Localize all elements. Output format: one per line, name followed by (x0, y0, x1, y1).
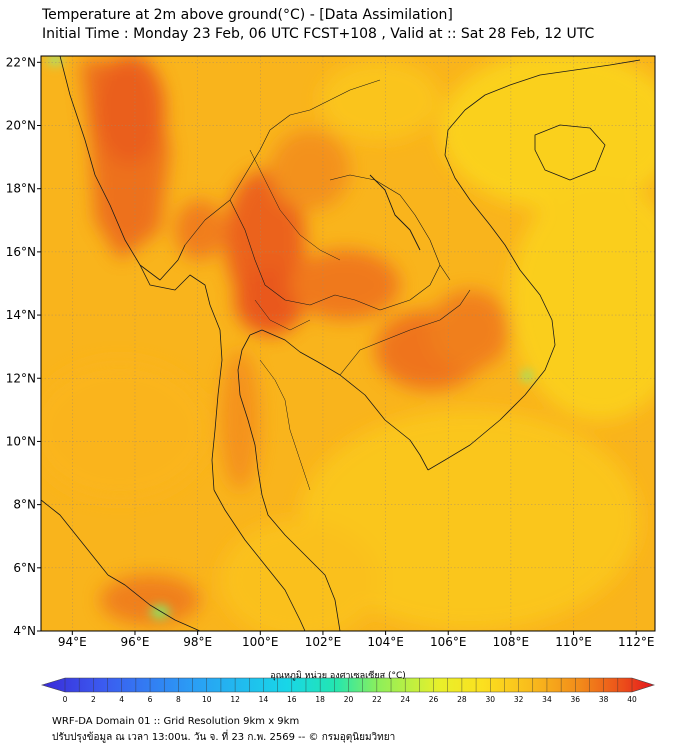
colorbar-tick-label: 32 (514, 695, 524, 704)
plot-frame (40, 55, 656, 632)
colorbar-tick-label: 12 (230, 695, 240, 704)
lat-label: 20°N (6, 119, 36, 133)
lat-label: 14°N (6, 308, 36, 322)
colorbar-tick-label: 6 (148, 695, 153, 704)
colorbar-tick-label: 0 (63, 695, 68, 704)
lon-label: 106°E (430, 635, 467, 649)
colorbar-tick-label: 10 (202, 695, 212, 704)
lon-label: 108°E (493, 635, 530, 649)
colorbar-tick-label: 40 (627, 695, 637, 704)
footer-credit: ปรับปรุงข้อมูล ณ เวลา 13:00น. วัน จ. ที่… (52, 732, 396, 743)
colorbar-labels: 0 2 4 6 8 10 12 14 16 18 20 22 24 26 28 30 32 34 36 38 40 (63, 695, 637, 704)
lon-label: 110°E (555, 635, 592, 649)
colorbar-tick-label: 38 (599, 695, 609, 704)
colorbar-tick-label: 36 (571, 695, 581, 704)
colorbar-tick-label: 18 (315, 695, 325, 704)
latitude-labels: 22°N 20°N 18°N 16°N 14°N 12°N 10°N 8°N 6°N 4°N (6, 55, 41, 638)
lat-label: 18°N (6, 182, 36, 196)
colorbar-tick-label: 20 (344, 695, 354, 704)
lat-label: 4°N (13, 624, 36, 638)
lon-label: 96°E (121, 635, 150, 649)
colorbar-tick-label: 24 (400, 695, 410, 704)
colorbar-tick-label: 8 (176, 695, 181, 704)
lon-label: 94°E (58, 635, 87, 649)
lon-label: 102°E (305, 635, 342, 649)
longitude-labels: 94°E 96°E 98°E 100°E 102°E 104°E 106°E 108°E 110… (58, 631, 655, 649)
lat-label: 8°N (13, 498, 36, 512)
lat-label: 22°N (6, 55, 36, 69)
lon-label: 98°E (183, 635, 212, 649)
colorbar-tick-label: 14 (259, 695, 269, 704)
lat-label: 16°N (6, 245, 36, 259)
lon-label: 100°E (242, 635, 279, 649)
colorbar-tick-label: 2 (91, 695, 96, 704)
colorbar-tick-label: 26 (429, 695, 439, 704)
temperature-field (41, 56, 655, 631)
lon-label: 112°E (618, 635, 655, 649)
lon-label: 104°E (367, 635, 404, 649)
grid-lines (41, 56, 655, 632)
colorbar-tick-label: 30 (485, 695, 495, 704)
map-title: Temperature at 2m above ground(°C) - [Da… (42, 7, 453, 23)
colorbar-tick-label: 28 (457, 695, 467, 704)
colorbar-tick-label: 22 (372, 695, 382, 704)
coastlines (41, 56, 641, 631)
colorbar-title: อุณหภูมิ หน่วย องศาเซลเซียส (°C) (270, 671, 406, 681)
lat-label: 10°N (6, 434, 36, 448)
colorbar: 0 2 4 6 8 10 12 14 16 18 20 22 24 26 28 30 32 34 36 38 40 (40, 677, 655, 704)
map-subtitle: Initial Time : Monday 23 Feb, 06 UTC FCS… (42, 26, 595, 42)
colorbar-tick-label: 16 (287, 695, 297, 704)
colorbar-divisions (64, 678, 633, 692)
lat-label: 12°N (6, 371, 36, 385)
footer-resolution: WRF-DA Domain 01 :: Grid Resolution 9km … (52, 716, 300, 727)
colorbar-tick-label: 4 (119, 695, 124, 704)
colorbar-tick-label: 34 (542, 695, 552, 704)
lat-label: 6°N (13, 561, 36, 575)
